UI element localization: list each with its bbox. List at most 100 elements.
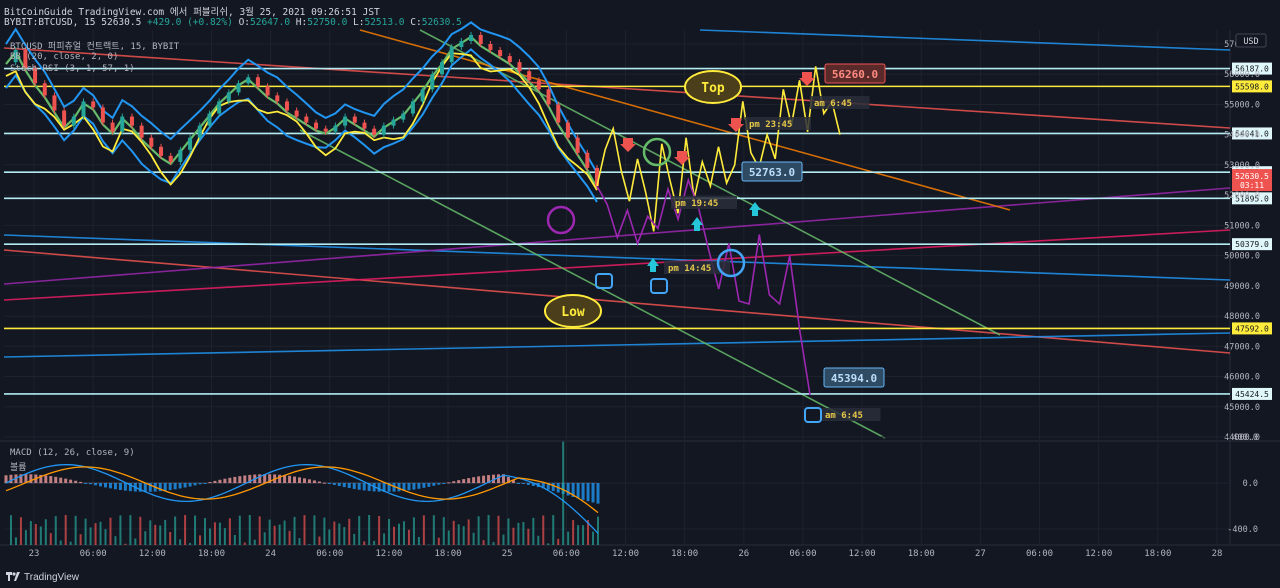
candle-body: [275, 95, 280, 102]
volume-bar: [447, 530, 450, 545]
price-box: [741, 161, 803, 182]
candle-body: [159, 146, 164, 156]
macd-histogram-bar: [29, 474, 33, 483]
macd-histogram-bar: [238, 476, 242, 483]
volume-bar: [243, 542, 246, 545]
macd-histogram-bar: [462, 479, 466, 483]
l-label: L:: [353, 17, 365, 28]
macd-histogram-bar: [148, 483, 152, 492]
candle-body: [498, 50, 503, 57]
h-label: H:: [295, 17, 308, 28]
volume-bar: [497, 515, 500, 545]
volume-bar: [208, 528, 211, 545]
macd-histogram-bar: [69, 479, 73, 483]
volume-bar: [89, 527, 92, 545]
volume-bar: [338, 523, 341, 545]
x-tick-label: 12:00: [375, 549, 402, 559]
red-trendline: [3, 47, 1231, 129]
macd-overlay: MACD (12, 26, close, 9): [10, 448, 135, 458]
volume-bar: [597, 516, 599, 545]
macd-histogram-bar: [228, 477, 232, 483]
volume-bar: [238, 515, 241, 545]
currency-chip: [1235, 33, 1267, 48]
candle-body: [314, 122, 319, 129]
candle-body: [536, 80, 541, 90]
volume-bar: [278, 524, 281, 545]
x-tick-label: 27: [975, 549, 986, 559]
macd-histogram-bar: [442, 483, 446, 484]
x-tick-label: 24: [265, 549, 276, 559]
countdown-label: 03:11: [1240, 181, 1264, 190]
ohlc-line: BYBIT:BTCUSD, 15 52630.5 +429.0 (+0.82%)…: [4, 17, 462, 28]
volume-bar: [343, 527, 346, 545]
volume-bar: [194, 515, 197, 545]
candle-body: [565, 122, 570, 138]
macd-histogram-bar: [178, 483, 182, 489]
macd-histogram-bar: [422, 483, 426, 488]
up-arrow-icon: [691, 217, 703, 231]
volume-bar: [472, 532, 475, 545]
price-chart[interactable]: 56187.055598.054041.052759.051895.050379…: [0, 0, 1280, 568]
volume-bar: [124, 543, 127, 545]
macd-histogram-bar: [19, 474, 23, 483]
o-label: O:: [238, 17, 251, 28]
macd-histogram-bar: [54, 476, 58, 483]
macd-histogram-bar: [531, 483, 535, 486]
candle-body: [362, 122, 367, 129]
y-tick-label: 52000.0: [1224, 191, 1260, 201]
macd-histogram-bar: [168, 483, 172, 491]
callout-bubble: [544, 294, 602, 328]
volume-bar: [477, 516, 480, 545]
volume-bar: [144, 531, 147, 545]
x-tick-label: 06:00: [789, 549, 816, 559]
x-tick-label: 12:00: [849, 549, 876, 559]
last-price-badge: [1232, 169, 1272, 192]
macd-line: [5, 463, 599, 534]
macd-histogram-bar: [158, 483, 162, 492]
macd-histogram-bar: [362, 483, 366, 491]
volume-bar: [522, 522, 525, 545]
candle-body: [517, 62, 522, 72]
level-price-label: 54041.0: [1235, 129, 1269, 138]
volume-bar: [383, 533, 386, 545]
callout-bubble: [684, 70, 742, 104]
candle-body: [265, 86, 270, 96]
price-box-label: 56260.0: [832, 68, 878, 81]
y-tick-label: 47000.0: [1224, 342, 1260, 352]
candle-body: [33, 68, 38, 84]
blue-trendline: [3, 234, 1231, 281]
projected-path-purple: [596, 177, 811, 396]
macd-tick-label: 0.0: [1243, 479, 1258, 489]
candle-body: [333, 125, 338, 132]
macd-histogram-bar: [472, 477, 476, 483]
pointing-hand-icon: [804, 407, 822, 423]
down-arrow-icon: [728, 118, 744, 132]
y-tick-label: 50000.0: [1224, 252, 1260, 262]
macd-histogram-bar: [586, 483, 590, 502]
price-box-label: 45394.0: [831, 372, 877, 385]
volume-bar: [467, 519, 470, 545]
time-label: pm 14:45: [668, 264, 711, 274]
volume-bar: [79, 534, 82, 545]
time-label: am 6:45: [825, 411, 863, 421]
macd-histogram-bar: [44, 475, 48, 483]
volume-bar: [233, 535, 236, 545]
volume-bar: [398, 523, 401, 545]
macd-histogram-bar: [402, 483, 406, 491]
macd-histogram-bar: [183, 483, 187, 488]
candle-body: [343, 116, 348, 126]
h-value: 52750.0: [307, 17, 348, 28]
candle-body: [449, 47, 454, 63]
candle-body: [217, 101, 222, 114]
candle-body: [255, 77, 260, 87]
macd-histogram-bar: [447, 482, 451, 484]
volume-bar: [572, 520, 575, 545]
volume-bar: [368, 515, 371, 545]
volume-bar: [432, 515, 435, 545]
macd-histogram-bar: [198, 483, 202, 485]
volume-bar: [348, 518, 351, 545]
down-arrow-icon: [674, 151, 690, 165]
candle-body: [575, 137, 580, 153]
y-tick-label: 45000.0: [1224, 403, 1260, 413]
volume-bar: [422, 515, 425, 545]
